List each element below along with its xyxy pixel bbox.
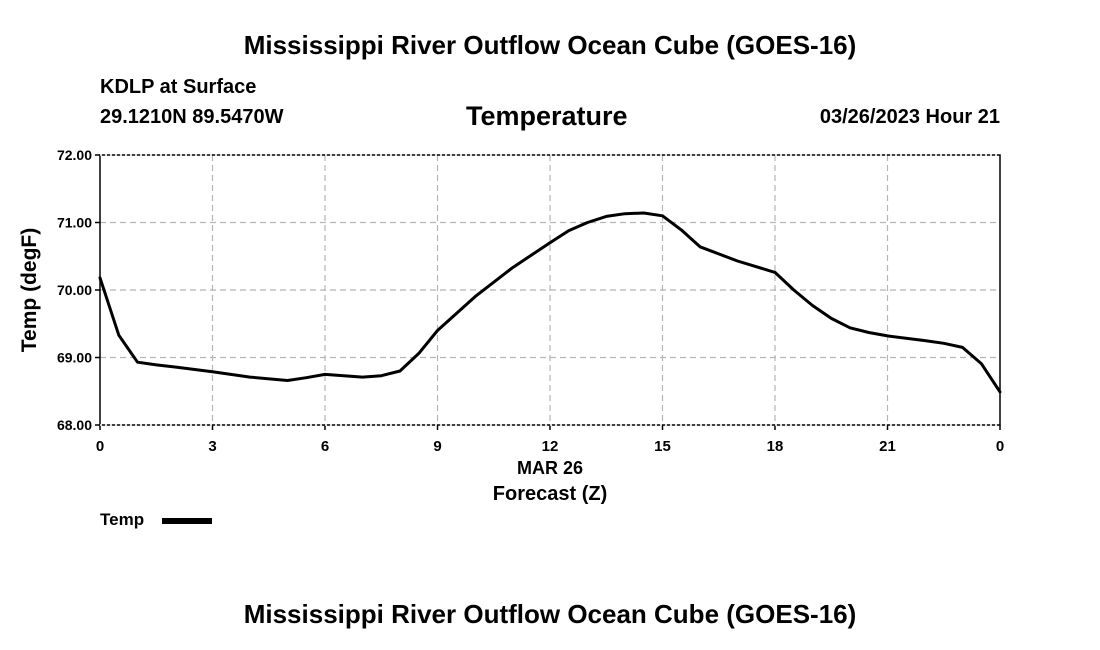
station-label: KDLP at Surface [100, 76, 257, 98]
x-tick-label: 0 [96, 438, 104, 455]
y-axis-label: Temp (degF) [18, 228, 41, 352]
x-tick-label: 18 [767, 438, 784, 455]
x-axis-date-label: MAR 26 [517, 458, 583, 478]
x-tick-label: 12 [542, 438, 559, 455]
x-tick-label: 9 [433, 438, 441, 455]
x-tick-label: 6 [321, 438, 329, 455]
x-tick-label: 21 [879, 438, 896, 455]
y-tick-label: 68.00 [57, 417, 92, 433]
coordinates-label: 29.1210N 89.5470W [100, 106, 284, 128]
x-tick-label: 15 [654, 438, 671, 455]
y-tick-label: 69.00 [57, 350, 92, 366]
y-tick-label: 70.00 [57, 282, 92, 298]
footer-title: Mississippi River Outflow Ocean Cube (GO… [243, 599, 857, 629]
page-title: Mississippi River Outflow Ocean Cube (GO… [243, 30, 857, 60]
y-tick-label: 71.00 [57, 215, 92, 231]
x-tick-label: 3 [208, 438, 216, 455]
datetime-label: 03/26/2023 Hour 21 [819, 106, 1000, 128]
y-tick-label: 72.00 [57, 147, 92, 163]
series-line-temp [98, 211, 1002, 394]
legend-label: Temp [100, 510, 144, 529]
variable-title: Temperature [466, 101, 628, 131]
x-tick-label: 0 [996, 438, 1004, 455]
x-axis-label: Forecast (Z) [493, 483, 607, 505]
